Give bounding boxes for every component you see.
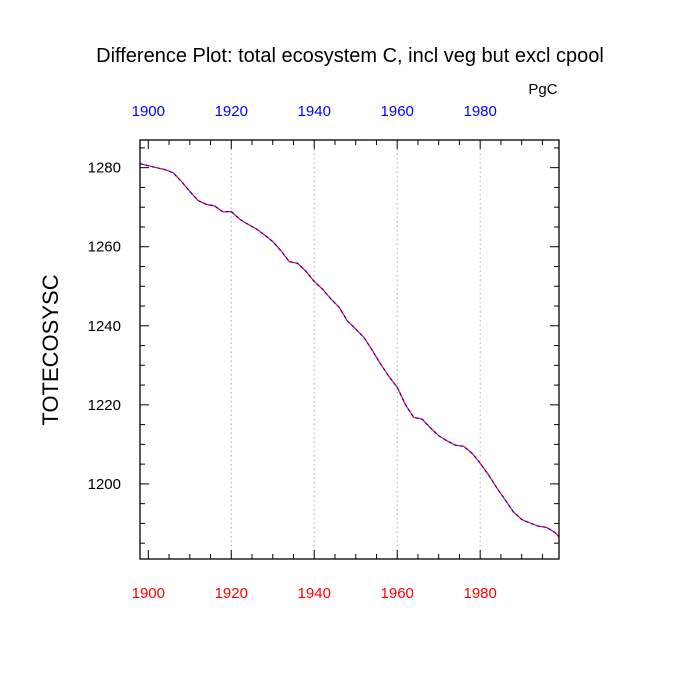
axis-ticks <box>140 140 559 559</box>
grid-lines <box>230 140 481 559</box>
series-line-blue-dashed <box>139 163 560 538</box>
x-tick-label-top-1940: 1940 <box>298 103 331 120</box>
x-tick-label-bottom-1900: 1900 <box>132 585 165 602</box>
y-tick-label-1280: 1280 <box>88 160 121 177</box>
units-label: PgC <box>528 81 557 98</box>
chart-title: Difference Plot: total ecosystem C, incl… <box>96 45 604 67</box>
x-tick-label-bottom-1940: 1940 <box>298 585 331 602</box>
x-tick-label-top-1900: 1900 <box>132 103 165 120</box>
y-tick-label-1240: 1240 <box>88 318 121 335</box>
y-tick-label-1260: 1260 <box>88 239 121 256</box>
series-lines <box>139 163 560 538</box>
x-tick-label-bottom-1920: 1920 <box>215 585 248 602</box>
series-line-red <box>139 163 560 538</box>
plot-frame <box>139 139 560 560</box>
x-tick-label-bottom-1960: 1960 <box>381 585 414 602</box>
x-tick-label-bottom-1980: 1980 <box>463 585 496 602</box>
y-tick-label-1220: 1220 <box>88 397 121 414</box>
x-tick-label-top-1980: 1980 <box>463 103 496 120</box>
y-tick-label-1200: 1200 <box>88 476 121 493</box>
tick-labels: 1200 1220 1240 1260 1280 1900 1900 1920 1920 1940… <box>88 103 497 602</box>
x-tick-label-top-1960: 1960 <box>381 103 414 120</box>
y-axis-label: TOTECOSYSC <box>38 274 63 425</box>
x-tick-label-top-1920: 1920 <box>215 103 248 120</box>
